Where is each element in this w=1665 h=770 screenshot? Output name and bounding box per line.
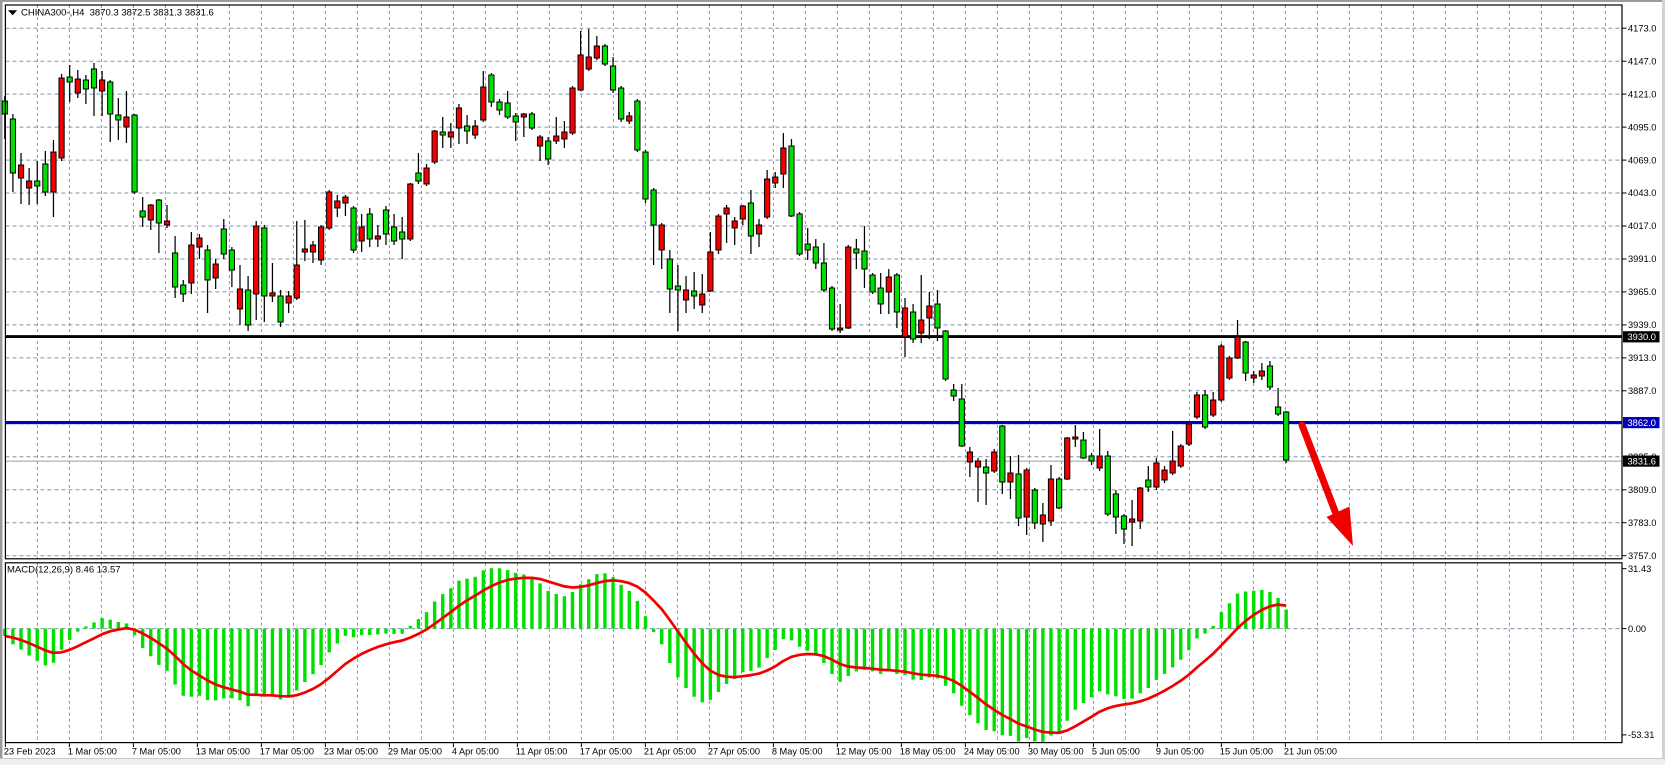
svg-text:4121.0: 4121.0: [1628, 89, 1656, 99]
svg-text:4 Apr 05:00: 4 Apr 05:00: [452, 747, 499, 757]
svg-text:21 Jun 05:00: 21 Jun 05:00: [1284, 747, 1337, 757]
svg-text:4173.0: 4173.0: [1628, 23, 1656, 33]
svg-text:3831.6: 3831.6: [1628, 457, 1656, 467]
svg-text:13 Mar 05:00: 13 Mar 05:00: [196, 747, 250, 757]
svg-text:1 Mar 05:00: 1 Mar 05:00: [68, 747, 117, 757]
svg-text:4095.0: 4095.0: [1628, 122, 1656, 132]
svg-text:3991.0: 3991.0: [1628, 254, 1656, 264]
svg-text:18 May 05:00: 18 May 05:00: [900, 747, 956, 757]
svg-text:MACD(12,26,9) 8.46 13.57: MACD(12,26,9) 8.46 13.57: [7, 565, 121, 576]
svg-text:5 Jun 05:00: 5 Jun 05:00: [1092, 747, 1140, 757]
svg-text:27 Apr 05:00: 27 Apr 05:00: [708, 747, 760, 757]
svg-text:29 Mar 05:00: 29 Mar 05:00: [388, 747, 442, 757]
svg-text:8 May 05:00: 8 May 05:00: [772, 747, 823, 757]
svg-text:24 May 05:00: 24 May 05:00: [964, 747, 1020, 757]
svg-text:3783.0: 3783.0: [1628, 518, 1656, 528]
svg-text:31.43: 31.43: [1628, 564, 1651, 574]
svg-text:3930.0: 3930.0: [1628, 332, 1656, 342]
svg-text:21 Apr 05:00: 21 Apr 05:00: [644, 747, 696, 757]
svg-text:3913.0: 3913.0: [1628, 353, 1656, 363]
svg-text:3757.0: 3757.0: [1628, 551, 1656, 561]
svg-text:7 Mar 05:00: 7 Mar 05:00: [132, 747, 181, 757]
svg-text:4069.0: 4069.0: [1628, 155, 1656, 165]
svg-text:12 May 05:00: 12 May 05:00: [836, 747, 892, 757]
svg-text:3939.0: 3939.0: [1628, 320, 1656, 330]
svg-text:3862.0: 3862.0: [1628, 418, 1656, 428]
svg-text:23 Mar 05:00: 23 Mar 05:00: [324, 747, 378, 757]
svg-text:-53.31: -53.31: [1628, 730, 1654, 740]
svg-text:4017.0: 4017.0: [1628, 221, 1656, 231]
svg-text:17 Apr 05:00: 17 Apr 05:00: [580, 747, 632, 757]
svg-text:3965.0: 3965.0: [1628, 287, 1656, 297]
svg-text:3809.0: 3809.0: [1628, 485, 1656, 495]
svg-text:17 Mar 05:00: 17 Mar 05:00: [260, 747, 314, 757]
svg-text:9 Jun 05:00: 9 Jun 05:00: [1156, 747, 1204, 757]
svg-text:3887.0: 3887.0: [1628, 386, 1656, 396]
svg-text:0.00: 0.00: [1628, 624, 1646, 634]
svg-text:15 Jun 05:00: 15 Jun 05:00: [1220, 747, 1273, 757]
svg-text:11 Apr 05:00: 11 Apr 05:00: [516, 747, 567, 757]
svg-text:4147.0: 4147.0: [1628, 56, 1656, 66]
svg-text:23 Feb 2023: 23 Feb 2023: [4, 747, 56, 757]
svg-text:4043.0: 4043.0: [1628, 188, 1656, 198]
svg-text:CHINA300-,H4 3870.3 3872.5 38: CHINA300-,H4 3870.3 3872.5 3831.3 3831.6: [21, 8, 214, 19]
svg-text:30 May 05:00: 30 May 05:00: [1028, 747, 1084, 757]
